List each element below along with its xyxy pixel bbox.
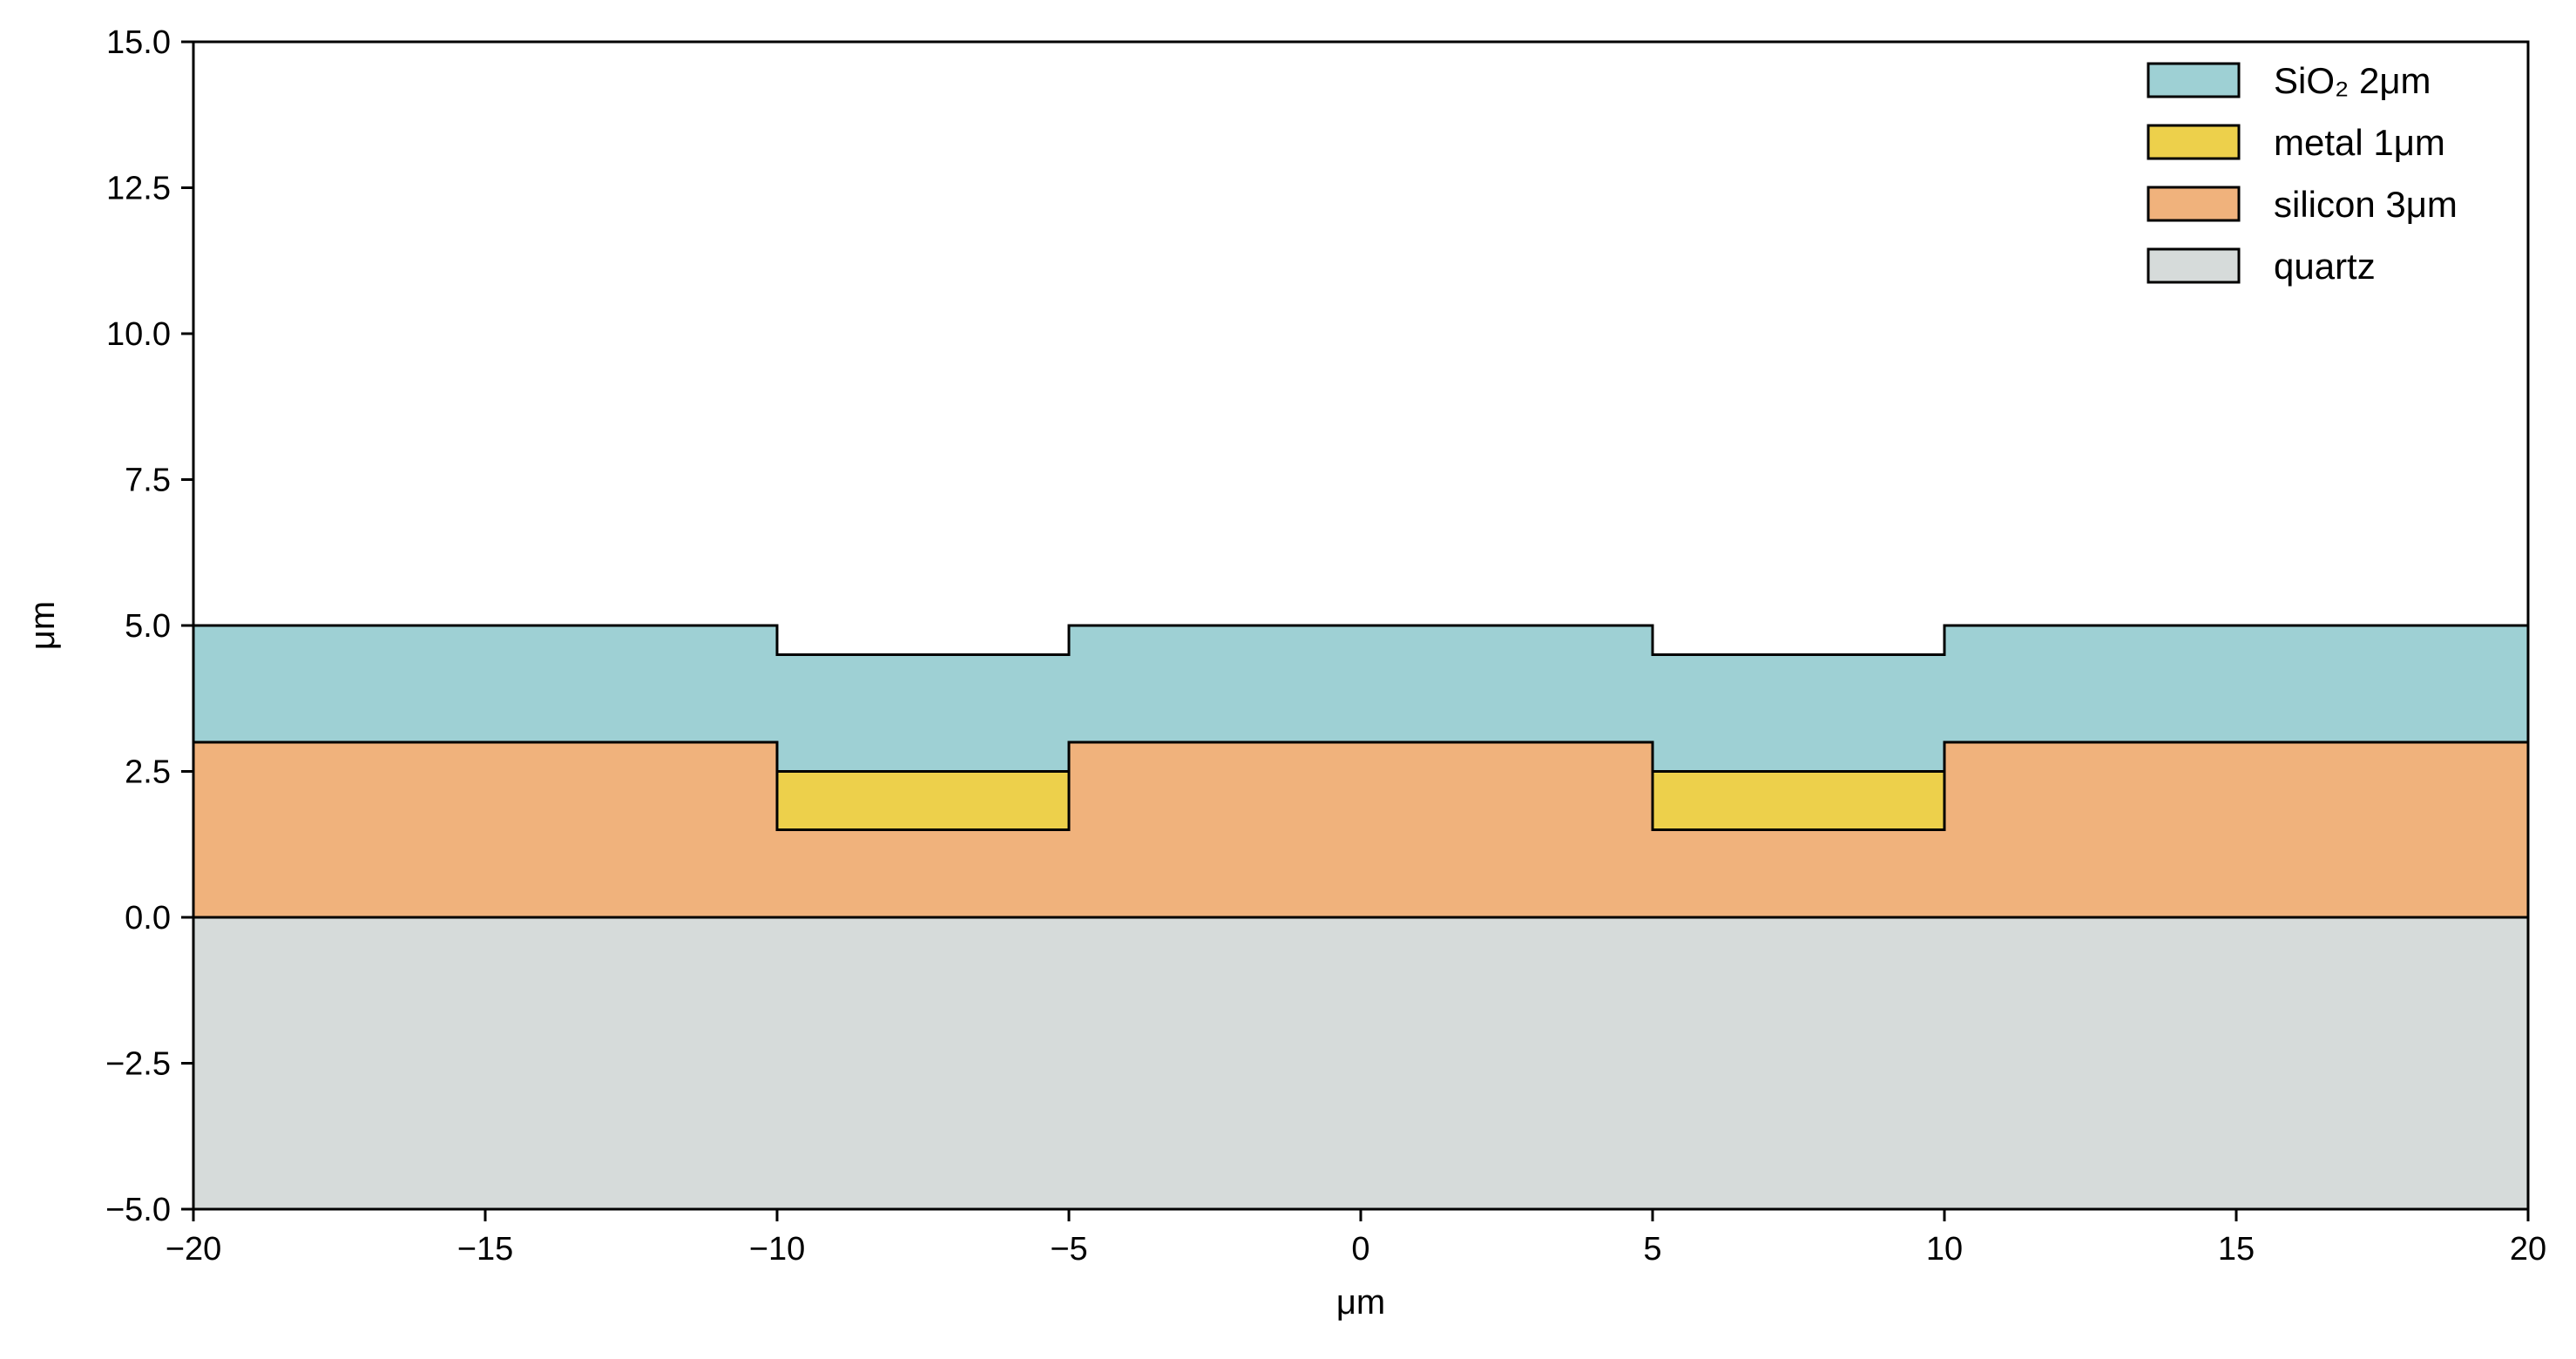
x-tick-label: 0 bbox=[1351, 1231, 1369, 1268]
x-tick-label: −20 bbox=[166, 1231, 221, 1268]
y-tick-label: 0.0 bbox=[125, 900, 171, 936]
x-tick-label: 15 bbox=[2218, 1231, 2255, 1268]
layer-quartz bbox=[192, 916, 2530, 1211]
x-tick-label: −15 bbox=[457, 1231, 513, 1268]
legend-label: metal 1μm bbox=[2274, 122, 2445, 163]
legend-swatch bbox=[2147, 186, 2241, 222]
legend-swatch bbox=[2147, 124, 2241, 160]
y-tick-label: 12.5 bbox=[106, 171, 171, 207]
legend-swatch bbox=[2147, 247, 2241, 284]
x-tick-label: −10 bbox=[749, 1231, 805, 1268]
legend-label: quartz bbox=[2274, 246, 2376, 287]
y-tick-label: 7.5 bbox=[125, 463, 171, 499]
y-tick-label: 15.0 bbox=[106, 24, 171, 61]
y-tick-label: −2.5 bbox=[105, 1046, 171, 1083]
x-axis-label: μm bbox=[1336, 1283, 1385, 1322]
layer-metal-2 bbox=[1651, 770, 1946, 831]
x-tick-label: 10 bbox=[1926, 1231, 1963, 1268]
y-tick-label: −5.0 bbox=[105, 1192, 171, 1228]
legend: SiO₂ 2μm metal 1μm silicon 3μm quartz bbox=[2147, 60, 2458, 287]
layer-silicon bbox=[192, 740, 2530, 919]
y-tick-label: 10.0 bbox=[106, 316, 171, 353]
x-axis-ticks: −20 −15 −10 −5 0 5 10 15 20 bbox=[166, 1209, 2546, 1268]
x-tick-label: 5 bbox=[1643, 1231, 1661, 1268]
legend-label: silicon 3μm bbox=[2274, 184, 2458, 225]
y-axis-label: μm bbox=[24, 601, 62, 650]
x-tick-label: −5 bbox=[1050, 1231, 1087, 1268]
layer-metal-1 bbox=[775, 770, 1071, 831]
y-axis-ticks: −5.0 −2.5 0.0 2.5 5.0 7.5 10.0 12.5 15.0 bbox=[105, 24, 193, 1228]
x-tick-label: 20 bbox=[2510, 1231, 2546, 1268]
y-tick-label: 5.0 bbox=[125, 608, 171, 645]
layers-group bbox=[192, 624, 2530, 1211]
legend-swatch bbox=[2147, 62, 2241, 98]
legend-label: SiO₂ 2μm bbox=[2274, 60, 2431, 101]
y-tick-label: 2.5 bbox=[125, 754, 171, 791]
